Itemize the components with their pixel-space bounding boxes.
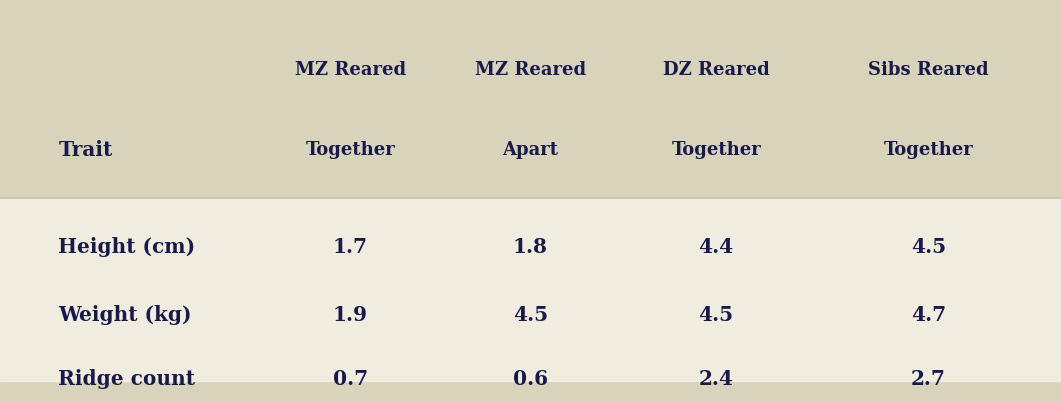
Text: 2.7: 2.7	[911, 369, 945, 389]
Text: 4.7: 4.7	[910, 305, 946, 325]
Text: 2.4: 2.4	[699, 369, 733, 389]
Text: Height (cm): Height (cm)	[58, 237, 195, 257]
Text: 0.7: 0.7	[332, 369, 368, 389]
Text: 4.5: 4.5	[910, 237, 946, 257]
Text: 0.6: 0.6	[512, 369, 549, 389]
Text: 1.9: 1.9	[333, 305, 367, 325]
Text: Apart: Apart	[503, 142, 558, 159]
Text: Sibs Reared: Sibs Reared	[868, 61, 989, 79]
Text: Together: Together	[672, 142, 761, 159]
Text: 4.4: 4.4	[698, 237, 734, 257]
Text: 4.5: 4.5	[698, 305, 734, 325]
Text: Trait: Trait	[58, 140, 112, 160]
Text: Weight (kg): Weight (kg)	[58, 305, 192, 325]
Text: 4.5: 4.5	[512, 305, 549, 325]
Text: MZ Reared: MZ Reared	[475, 61, 586, 79]
Text: Ridge count: Ridge count	[58, 369, 195, 389]
Text: DZ Reared: DZ Reared	[663, 61, 769, 79]
Text: 1.7: 1.7	[333, 237, 367, 257]
Text: Together: Together	[306, 142, 395, 159]
Text: Together: Together	[884, 142, 973, 159]
Text: 1.8: 1.8	[514, 237, 547, 257]
Text: MZ Reared: MZ Reared	[295, 61, 405, 79]
Bar	[0, 198, 1061, 381]
